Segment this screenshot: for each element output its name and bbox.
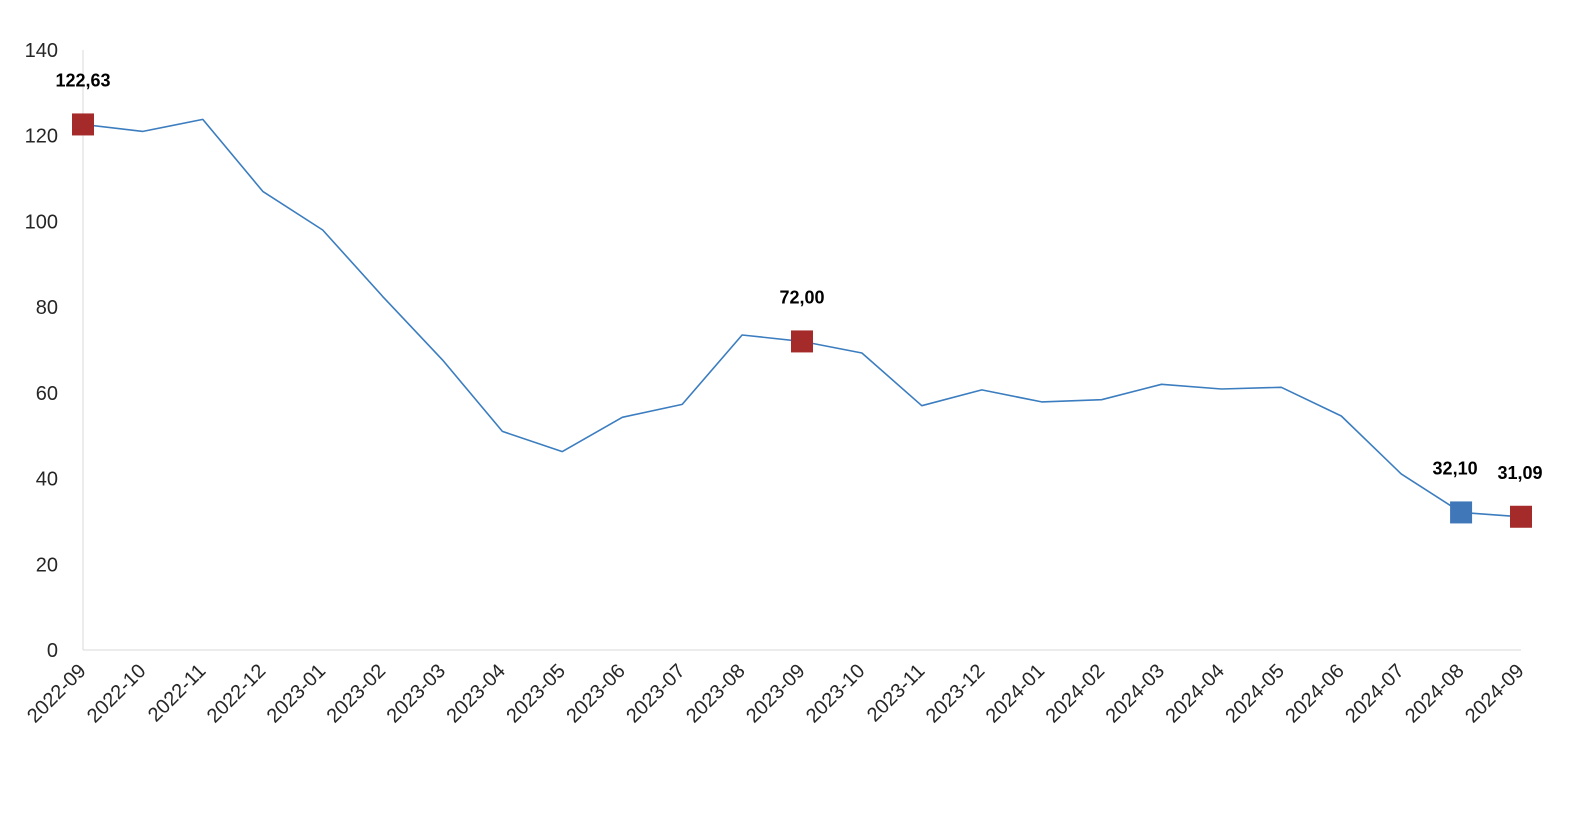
highlight-markers — [72, 113, 1532, 528]
y-tick-label: 60 — [36, 383, 58, 405]
series-lines — [82, 118, 1522, 518]
highlight-marker — [1510, 505, 1532, 528]
x-tick-label: 2024-07 — [1341, 660, 1408, 727]
x-tick-label: 2023-08 — [682, 660, 749, 727]
y-tick-label: 100 — [25, 211, 58, 233]
y-tick-label: 40 — [36, 469, 58, 491]
x-tick-label: 2022-09 — [23, 660, 90, 727]
x-tick-label: 2022-11 — [144, 660, 210, 726]
x-tick-label: 2023-09 — [742, 660, 809, 727]
x-tick-label: 2023-04 — [442, 660, 509, 727]
x-tick-label: 2023-06 — [562, 660, 629, 727]
x-tick-label: 2024-08 — [1401, 660, 1468, 727]
y-tick-label: 20 — [36, 554, 58, 576]
x-tick-label: 2023-11 — [863, 660, 929, 726]
x-tick-label: 2023-02 — [323, 660, 390, 727]
x-tick-label: 2022-10 — [83, 660, 150, 727]
x-tick-label: 2023-05 — [502, 660, 569, 727]
x-tick-label: 2024-05 — [1221, 660, 1288, 727]
x-tick-label: 2023-01 — [263, 660, 330, 727]
data-label: 31,09 — [1497, 463, 1542, 483]
data-label: 122,63 — [55, 70, 110, 90]
x-tick-label: 2024-04 — [1161, 660, 1228, 727]
x-tick-label: 2023-03 — [383, 660, 450, 727]
y-tick-label: 0 — [47, 640, 58, 662]
axes — [82, 50, 1521, 651]
data-label: 72,00 — [779, 287, 824, 307]
series-line — [82, 118, 1522, 518]
x-tick-label: 2023-12 — [922, 660, 989, 727]
data-label: 32,10 — [1433, 458, 1478, 478]
highlight-marker — [1450, 501, 1473, 524]
highlight-marker — [72, 113, 94, 136]
x-tick-label: 2022-12 — [203, 660, 270, 727]
x-tick-label: 2024-03 — [1102, 660, 1169, 727]
y-tick-label: 80 — [36, 297, 58, 319]
highlight-marker — [791, 330, 813, 353]
x-tick-label: 2024-09 — [1461, 660, 1528, 727]
x-tick-label: 2023-10 — [802, 660, 869, 727]
y-tick-label: 140 — [25, 40, 58, 62]
x-axis-tick-labels: 2022-092022-102022-112022-122023-012023-… — [23, 660, 1528, 727]
x-tick-label: 2024-01 — [982, 660, 1049, 727]
x-tick-label: 2024-06 — [1281, 660, 1348, 727]
y-tick-label: 120 — [25, 126, 58, 148]
x-tick-label: 2024-02 — [1042, 660, 1109, 727]
data-labels: 122,63 72,00 32,10 31,09 — [55, 70, 1542, 482]
x-tick-label: 2023-07 — [622, 660, 689, 727]
y-axis-tick-labels: 0 20 40 60 80 100 120 140 — [25, 40, 58, 662]
